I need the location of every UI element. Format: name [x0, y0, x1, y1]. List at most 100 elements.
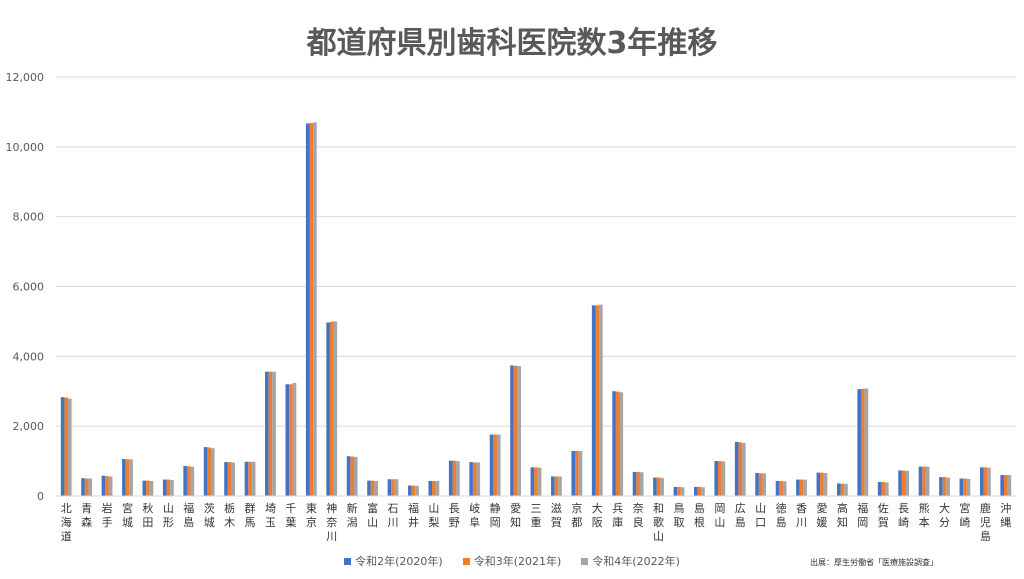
bar	[251, 461, 256, 496]
x-tick-label: 福島	[183, 501, 194, 529]
x-tick-label: 青森	[81, 502, 92, 529]
chart-title: 都道府県別歯科医院数3年推移	[306, 26, 718, 61]
bar	[68, 398, 72, 496]
bar	[456, 461, 460, 496]
bar	[517, 366, 521, 496]
bar	[1003, 475, 1008, 496]
x-tick-label: 兵庫	[612, 502, 623, 529]
y-tick-label: 6,000	[13, 281, 45, 294]
bar	[653, 477, 657, 496]
bar	[861, 388, 865, 496]
bar	[942, 477, 947, 496]
bar	[268, 371, 273, 496]
x-tick-label: 北海道	[61, 502, 72, 543]
x-tick-label: 神奈川	[326, 501, 337, 543]
bar	[244, 461, 249, 496]
legend-item: 令和2年(2020年)	[344, 553, 443, 569]
bar	[537, 467, 542, 496]
bar	[918, 466, 923, 496]
bar	[734, 441, 739, 496]
bar	[877, 482, 882, 496]
bar	[105, 476, 109, 496]
bar	[1007, 475, 1012, 496]
bar	[231, 462, 236, 496]
bar	[472, 462, 477, 496]
bar	[840, 483, 845, 496]
bar	[714, 461, 719, 496]
bar	[476, 462, 481, 496]
bar	[673, 486, 678, 496]
x-tick-label: 沖縄	[1000, 502, 1011, 529]
bar	[615, 391, 620, 496]
y-tick-label: 12,000	[6, 71, 45, 84]
x-tick-label: 京都	[571, 501, 582, 529]
bar	[513, 365, 518, 496]
bar	[370, 480, 375, 496]
bar	[816, 472, 821, 496]
bar	[183, 465, 187, 496]
bar	[881, 482, 886, 496]
bar	[391, 479, 395, 496]
bar	[129, 459, 133, 496]
legend: 令和2年(2020年) 令和3年(2021年) 令和4年(2022年)	[0, 553, 1024, 569]
bar	[619, 392, 624, 496]
bar	[101, 475, 106, 496]
bar	[224, 462, 228, 496]
bar	[496, 434, 501, 496]
bar	[554, 476, 559, 496]
bar	[81, 478, 85, 496]
legend-label: 令和4年(2022年)	[592, 555, 680, 568]
bar	[203, 447, 208, 496]
bar	[108, 476, 113, 496]
bar	[170, 479, 174, 496]
bar	[60, 397, 65, 496]
y-tick-label: 10,000	[6, 141, 45, 154]
bar	[959, 478, 964, 496]
bar	[966, 478, 971, 496]
bar	[350, 456, 354, 496]
x-tick-label: 石川	[388, 502, 399, 529]
bar	[742, 442, 746, 496]
x-tick-label: 奈良	[633, 501, 644, 529]
bar	[755, 472, 759, 496]
y-tick-label: 4,000	[13, 350, 45, 363]
x-tick-label: 高知	[837, 501, 848, 529]
bar	[190, 466, 195, 496]
bar	[680, 487, 685, 496]
bar	[88, 478, 93, 496]
bar	[272, 371, 276, 496]
bar	[551, 476, 555, 496]
x-tick-label: 広島	[735, 502, 746, 529]
bar	[367, 480, 371, 496]
bar	[428, 480, 433, 496]
bar	[408, 485, 412, 496]
bar	[738, 442, 743, 496]
x-tick-label: 愛知	[510, 502, 521, 529]
bar	[469, 462, 473, 496]
bar	[636, 471, 640, 496]
legend-item: 令和3年(2021年)	[462, 553, 561, 569]
legend-label: 令和2年(2020年)	[355, 555, 443, 568]
x-tick-label: 徳島	[776, 502, 787, 529]
bar	[925, 466, 930, 496]
bar	[122, 458, 126, 496]
bar	[963, 478, 967, 496]
bar	[820, 472, 824, 496]
x-tick-label: 埼玉	[265, 501, 276, 529]
bar	[901, 470, 906, 496]
x-tick-label: 愛媛	[816, 502, 827, 529]
x-tick-label: 島根	[694, 501, 705, 529]
bar	[346, 456, 351, 496]
bar	[210, 448, 215, 496]
source-note: 出展：厚生労働省「医療施設調査」	[810, 558, 938, 567]
x-tick-label: 新潟	[347, 501, 358, 529]
bar	[718, 461, 722, 496]
x-tick-label: 富山	[367, 501, 378, 529]
x-tick-label: 三重	[531, 502, 542, 529]
bar	[632, 471, 637, 496]
bar	[677, 486, 681, 496]
bar	[146, 480, 150, 496]
bar	[979, 467, 984, 496]
bar	[510, 365, 514, 496]
bar	[64, 397, 69, 496]
